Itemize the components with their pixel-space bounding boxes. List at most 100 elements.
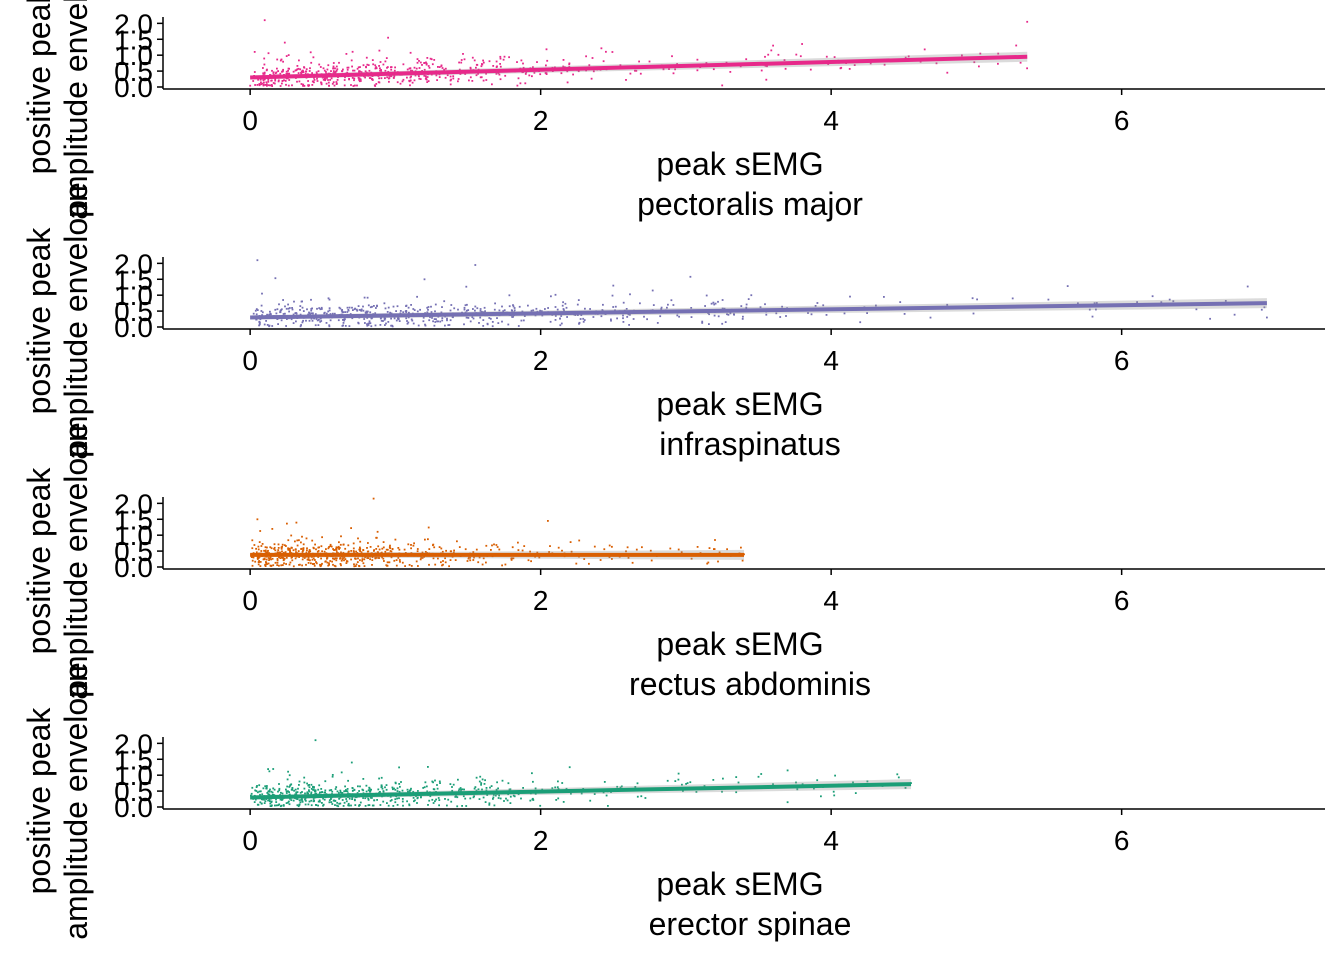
data-point: [301, 535, 303, 538]
x-axis-title-line2: erector spinae: [649, 906, 852, 942]
data-point: [315, 792, 318, 795]
data-point: [440, 561, 442, 564]
data-point: [255, 547, 257, 550]
data-point: [269, 546, 272, 549]
data-point: [266, 84, 268, 87]
data-point: [299, 309, 301, 311]
data-point: [308, 786, 311, 789]
data-point: [566, 70, 569, 73]
data-point: [285, 83, 287, 86]
data-point: [270, 79, 273, 82]
data-point: [772, 783, 774, 786]
data-point: [274, 804, 276, 807]
data-point: [795, 53, 798, 56]
data-point: [511, 316, 514, 318]
data-point: [311, 84, 314, 86]
data-point: [281, 792, 284, 795]
data-point: [460, 59, 463, 61]
data-point: [810, 313, 813, 316]
data-point: [394, 66, 396, 69]
data-point: [281, 564, 284, 566]
data-point: [320, 83, 323, 86]
data-point: [634, 786, 637, 788]
data-point: [362, 305, 364, 308]
data-point: [412, 790, 415, 793]
data-point: [341, 310, 344, 313]
data-point: [556, 308, 559, 311]
data-point: [311, 319, 314, 322]
data-point: [386, 311, 389, 313]
data-point: [1246, 285, 1249, 288]
data-point: [310, 562, 312, 565]
data-point: [300, 71, 302, 74]
data-point: [287, 539, 290, 542]
data-point: [275, 312, 278, 315]
data-point: [259, 565, 262, 567]
data-point: [364, 797, 367, 800]
data-point: [377, 545, 380, 548]
data-point: [333, 799, 335, 802]
data-point: [265, 787, 268, 790]
data-point: [342, 319, 344, 321]
data-point: [346, 66, 349, 69]
data-point: [271, 557, 274, 560]
data-point: [344, 558, 347, 561]
data-point: [480, 783, 482, 786]
data-point: [523, 315, 526, 317]
data-point: [298, 556, 300, 558]
data-point: [432, 557, 435, 560]
data-point: [490, 785, 493, 787]
data-point: [374, 556, 377, 559]
data-point: [297, 805, 300, 808]
data-point: [357, 305, 360, 307]
data-point: [382, 541, 385, 543]
data-point: [293, 789, 295, 792]
data-point: [701, 322, 704, 324]
data-point: [429, 795, 432, 798]
data-point: [277, 79, 280, 82]
data-point: [423, 62, 425, 64]
data-point: [491, 321, 494, 323]
data-point: [363, 296, 366, 299]
data-point: [444, 557, 446, 560]
data-point: [303, 66, 306, 69]
data-point: [324, 79, 326, 82]
data-point: [408, 789, 411, 792]
data-point: [391, 548, 394, 550]
data-point: [501, 320, 503, 323]
data-point: [383, 318, 386, 321]
data-point: [340, 551, 342, 554]
data-point: [510, 309, 513, 312]
data-point: [524, 82, 527, 85]
data-point: [304, 798, 306, 801]
data-point: [566, 316, 568, 318]
data-point: [512, 305, 515, 308]
data-point: [288, 563, 291, 566]
data-point: [676, 314, 679, 317]
data-point: [362, 309, 365, 312]
data-point: [651, 289, 654, 292]
data-point: [562, 301, 564, 304]
data-point: [813, 787, 815, 790]
data-point: [299, 305, 302, 307]
data-point: [424, 324, 427, 327]
data-point: [593, 545, 596, 548]
data-point: [438, 76, 441, 78]
data-point: [517, 325, 520, 327]
data-point: [544, 72, 547, 74]
data-point: [327, 64, 330, 67]
data-point: [251, 559, 254, 562]
data-point: [365, 310, 368, 313]
data-point: [340, 559, 343, 562]
data-point: [415, 67, 418, 70]
data-point: [263, 323, 266, 326]
data-point: [717, 560, 719, 563]
data-point: [328, 546, 330, 548]
data-point: [305, 551, 308, 554]
data-point: [283, 558, 285, 561]
data-point: [319, 563, 321, 566]
data-point: [469, 559, 472, 562]
data-point: [450, 304, 453, 306]
data-point: [350, 84, 352, 86]
data-point: [489, 786, 491, 789]
